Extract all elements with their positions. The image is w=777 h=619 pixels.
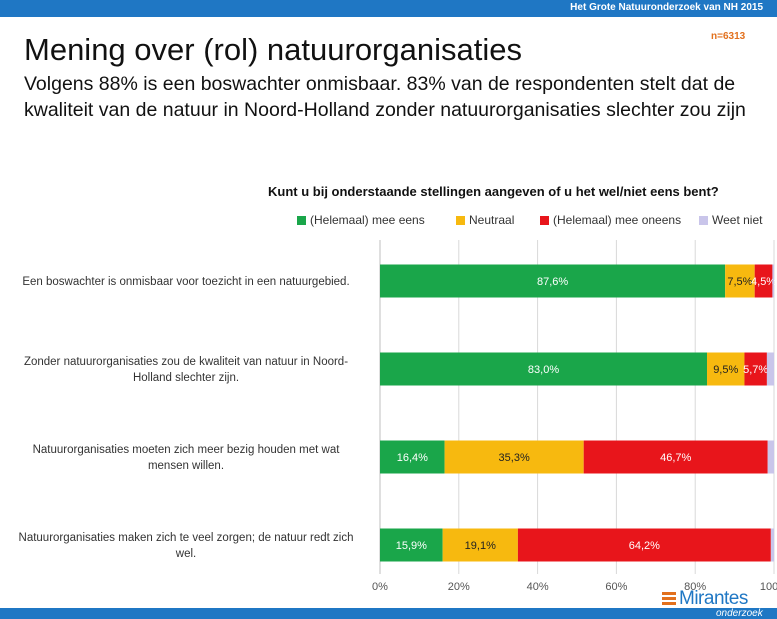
top-banner: Het Grote Natuuronderzoek van NH 2015	[0, 0, 777, 17]
data-label: 5,7%	[743, 364, 768, 376]
data-label: 19,1%	[465, 540, 496, 552]
bar-segment-1-1	[707, 352, 745, 386]
mirantes-logo: Mirantes onderzoek	[662, 588, 772, 619]
page-title: Mening over (rol) natuurorganisaties	[24, 32, 522, 67]
logo-text: Mirantes	[679, 588, 748, 609]
category-label: Een boswachter is onmisbaar voor toezich…	[22, 276, 349, 288]
logo-mark-icon	[662, 592, 678, 608]
data-label: 4,5%	[751, 276, 776, 288]
category-label: Natuurorganisaties maken zich te veel zo…	[19, 532, 354, 544]
report-name: Het Grote Natuuronderzoek van NH 2015	[570, 2, 763, 13]
sample-size: n=6313	[711, 31, 746, 42]
bar-segment-1-0	[725, 264, 755, 298]
legend-swatch-neutraal	[456, 216, 465, 225]
stacked-bar-chart: 0% 20% 40% 60% 80% 100% 87,6% 7,5%4,5% Een boswa…	[19, 240, 777, 593]
data-label: 15,9%	[396, 540, 427, 552]
category-label: Natuurorganisaties moeten zich meer bezi…	[33, 444, 341, 456]
data-label: 46,7%	[660, 452, 691, 464]
data-label: 83,0%	[528, 364, 559, 376]
bar-segment-2-3	[517, 528, 771, 562]
legend-label-weet-niet: Weet niet	[712, 213, 763, 227]
bar-segment-3-3	[770, 528, 774, 562]
page-subtitle: Volgens 88% is een boswachter onmisbaar.…	[24, 73, 746, 121]
x-tick-label: 60%	[605, 581, 627, 593]
data-label: 9,5%	[713, 364, 738, 376]
bar-segment-2-1	[744, 352, 767, 386]
bar-segment-0-2	[380, 440, 445, 474]
x-tick-label: 40%	[527, 581, 549, 593]
category-label: mensen willen.	[148, 460, 224, 472]
data-label: 35,3%	[499, 452, 530, 464]
x-tick-label: 100%	[760, 581, 777, 593]
bar-segment-0-1	[380, 352, 708, 386]
bar-segment-3-0	[772, 264, 774, 298]
category-label: Zonder natuurorganisaties zou de kwalite…	[24, 356, 348, 368]
bar-segment-3-2	[767, 440, 774, 474]
legend-label-neutraal: Neutraal	[469, 213, 515, 227]
legend-label-mee-eens: (Helemaal) mee eens	[310, 213, 425, 227]
x-tick-label: 80%	[684, 581, 706, 593]
category-label: wel.	[175, 548, 196, 560]
data-label: 64,2%	[629, 540, 660, 552]
bar-segment-2-0	[754, 264, 773, 298]
bar-segment-1-2	[444, 440, 584, 474]
bar-segment-0-0	[380, 264, 726, 298]
data-label: 87,6%	[537, 276, 568, 288]
bar-segment-1-3	[442, 528, 518, 562]
x-tick-label: 0%	[372, 581, 388, 593]
bottom-banner	[0, 608, 777, 619]
legend-label-mee-oneens: (Helemaal) mee oneens	[553, 213, 682, 227]
chart-title: Kunt u bij onderstaande stellingen aange…	[268, 184, 719, 199]
bar-segment-0-3	[380, 528, 443, 562]
bar-segment-3-1	[766, 352, 774, 386]
category-label: Holland slechter zijn.	[133, 372, 239, 384]
legend-swatch-weet-niet	[699, 216, 708, 225]
data-label: 7,5%	[727, 276, 752, 288]
bar-segment-2-2	[583, 440, 768, 474]
legend-swatch-mee-oneens	[540, 216, 549, 225]
data-label: 16,4%	[397, 452, 428, 464]
logo-subtext: onderzoek	[716, 608, 763, 619]
x-tick-label: 20%	[448, 581, 470, 593]
legend-swatch-mee-eens	[297, 216, 306, 225]
